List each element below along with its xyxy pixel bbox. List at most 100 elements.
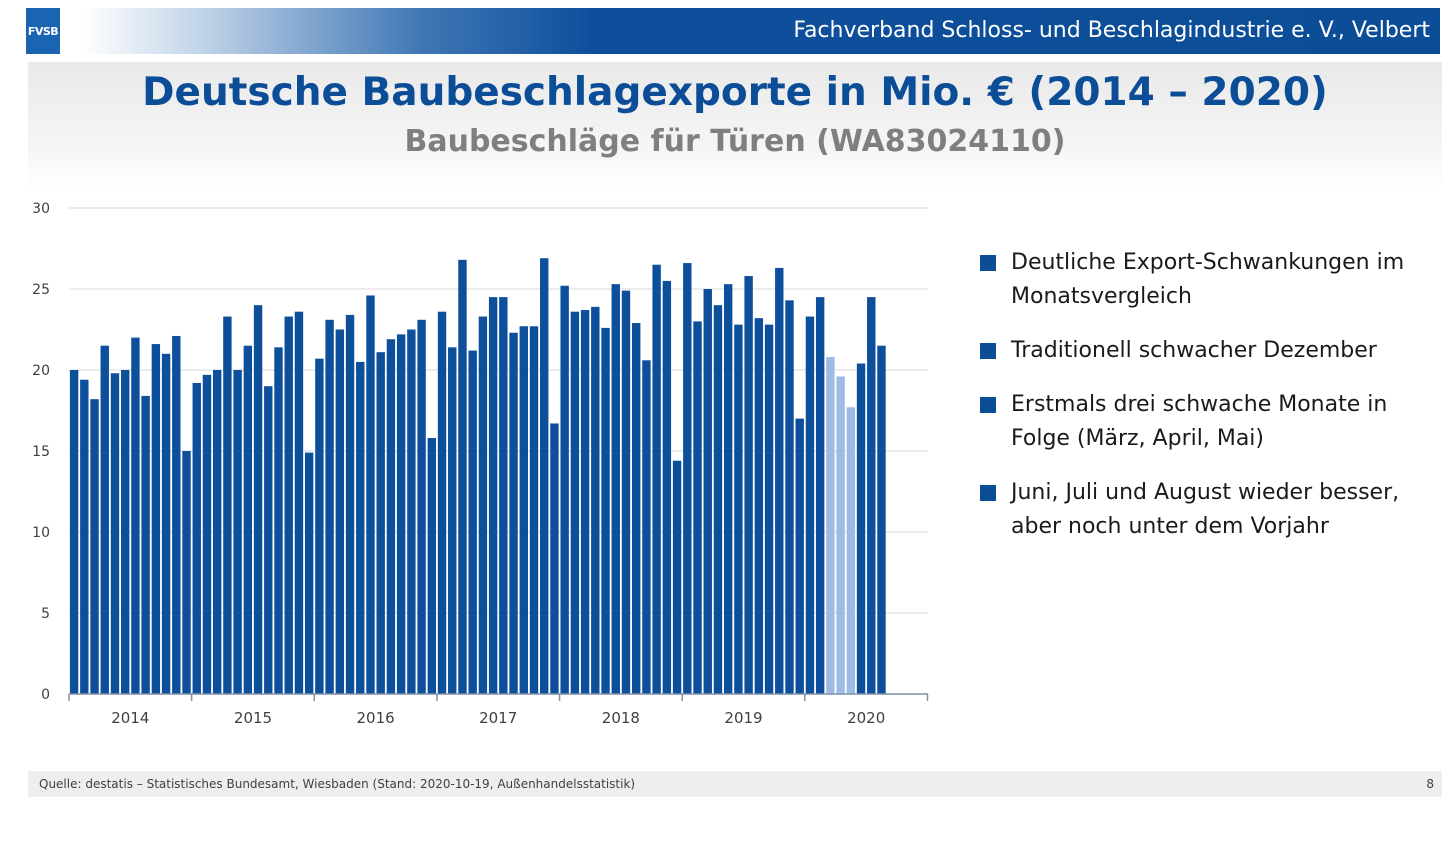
- y-tick-label: 10: [32, 525, 50, 541]
- chart-bars: [69, 258, 886, 694]
- chart-gridlines: [69, 207, 928, 614]
- bar-2014-8: [141, 395, 150, 694]
- bar-2019-5: [723, 284, 733, 694]
- export-bar-chart: 0 5 10 15 20 25 30 2014 2015 2016 2017 2018 2019 2020: [32, 201, 929, 727]
- bar-2019-6: [734, 324, 743, 694]
- bar-2020-4: [836, 376, 845, 694]
- bar-2018-9: [642, 360, 651, 694]
- bar-2014-1: [69, 370, 79, 694]
- bar-2017-1: [437, 311, 447, 694]
- slide-subtitle: Baubeschläge für Türen (WA83024110): [404, 124, 1066, 159]
- bar-2018-8: [632, 323, 641, 694]
- bar-2017-4: [468, 350, 477, 694]
- fvsb-logo: FVSB: [26, 8, 60, 54]
- bar-2017-7: [499, 297, 508, 694]
- bar-2018-1: [560, 285, 569, 694]
- bar-2015-3: [212, 370, 222, 694]
- bullet-square-icon: [980, 343, 996, 359]
- x-tick-label: 2020: [847, 709, 885, 727]
- bar-2017-5: [478, 316, 488, 694]
- bar-2017-11: [540, 258, 549, 694]
- bar-2016-4: [345, 314, 355, 694]
- organization-name: Fachverband Schloss- und Beschlagindustr…: [793, 18, 1430, 43]
- x-tick-label: 2015: [234, 709, 272, 727]
- bar-2015-9: [274, 347, 283, 694]
- bar-2015-7: [253, 305, 263, 694]
- bar-2018-11: [662, 280, 672, 694]
- chart-axes: [68, 693, 929, 701]
- x-tick-label: 2014: [111, 709, 149, 727]
- bar-2016-5: [356, 361, 365, 694]
- bullet-item: Erstmals drei schwache Monate in Folge (…: [980, 388, 1430, 456]
- bar-2018-2: [570, 311, 580, 694]
- bullet-square-icon: [980, 397, 996, 413]
- bar-2016-8: [386, 339, 396, 694]
- y-tick-label: 25: [32, 282, 50, 298]
- bar-2018-4: [591, 306, 600, 694]
- bar-2020-1: [805, 316, 815, 694]
- bullet-item: Juni, Juli und August wieder besser, abe…: [980, 476, 1430, 544]
- bar-2020-3: [826, 357, 835, 694]
- x-tick-label: 2016: [357, 709, 395, 727]
- bar-2019-3: [703, 289, 712, 694]
- bar-2017-2: [448, 347, 457, 694]
- bar-2014-9: [151, 344, 161, 694]
- bar-2014-2: [80, 379, 89, 694]
- bar-2019-12: [795, 418, 804, 694]
- bullet-square-icon: [980, 485, 996, 501]
- bar-2019-8: [754, 318, 764, 694]
- bullet-text: Traditionell schwacher Dezember: [1011, 338, 1377, 363]
- bar-2014-12: [182, 451, 191, 694]
- bar-2016-12: [427, 438, 436, 694]
- bar-2019-9: [764, 324, 774, 694]
- bar-2014-7: [131, 337, 140, 694]
- y-tick-label: 15: [32, 444, 50, 460]
- y-tick-label: 20: [32, 363, 50, 379]
- bar-2015-4: [223, 316, 232, 694]
- bar-2015-12: [304, 452, 314, 694]
- bar-2018-12: [672, 460, 682, 694]
- bar-2018-6: [611, 284, 620, 694]
- title-band: Deutsche Baubeschlagexporte in Mio. € (2…: [28, 62, 1442, 190]
- bar-2019-2: [693, 321, 702, 694]
- bar-2020-2: [815, 297, 825, 694]
- bar-2015-1: [192, 382, 201, 694]
- bar-2015-8: [264, 386, 273, 694]
- bar-2015-6: [243, 345, 253, 694]
- bar-2018-3: [580, 310, 590, 694]
- bar-2015-5: [233, 370, 242, 694]
- bullet-text: Deutliche Export-Schwankungen im Monatsv…: [1011, 250, 1405, 309]
- bar-2016-11: [417, 319, 426, 694]
- bullet-square-icon: [980, 255, 996, 271]
- bar-2016-3: [335, 329, 345, 694]
- bar-2019-7: [744, 276, 753, 694]
- x-tick-label: 2019: [724, 709, 762, 727]
- bar-2016-2: [325, 319, 334, 694]
- bar-2020-7: [867, 297, 876, 694]
- bar-2020-8: [877, 345, 886, 694]
- bullet-text: Juni, Juli und August wieder besser, abe…: [1011, 480, 1400, 539]
- bar-2015-11: [294, 311, 304, 694]
- bullet-item: Traditionell schwacher Dezember: [980, 334, 1430, 368]
- bar-2016-7: [376, 352, 385, 694]
- x-tick-label: 2018: [602, 709, 640, 727]
- source-note: Quelle: destatis – Statistisches Bundesa…: [39, 777, 636, 791]
- bar-2014-6: [121, 370, 130, 694]
- bar-2014-4: [100, 345, 109, 694]
- bullet-list: Deutliche Export-Schwankungen im Monatsv…: [980, 246, 1430, 564]
- bar-2017-3: [458, 259, 467, 694]
- bar-2018-7: [621, 290, 631, 694]
- bar-2017-10: [529, 326, 539, 694]
- y-tick-label: 0: [41, 687, 50, 703]
- bar-2018-10: [652, 264, 661, 694]
- bar-2020-6: [856, 363, 866, 694]
- header-bar: FVSB Fachverband Schloss- und Beschlagin…: [26, 8, 1440, 54]
- bar-2016-1: [315, 358, 324, 694]
- bar-2017-9: [519, 326, 528, 694]
- bar-2017-8: [509, 332, 518, 694]
- x-tick-label: 2017: [479, 709, 517, 727]
- bar-2016-6: [366, 295, 375, 694]
- bar-2017-6: [488, 297, 498, 694]
- bar-2020-5: [846, 407, 856, 694]
- bar-2015-10: [284, 316, 293, 694]
